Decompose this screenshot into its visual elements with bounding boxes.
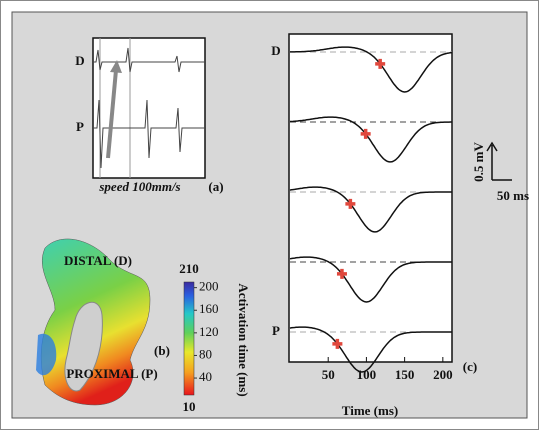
- region-label: PROXIMAL (P): [66, 366, 157, 381]
- trace: [290, 46, 453, 93]
- colorbar-label: Activation time (ms): [236, 283, 251, 396]
- trace-label: P: [272, 323, 280, 338]
- trace: [289, 186, 452, 233]
- colorbar-tick-label: 160: [199, 301, 219, 316]
- colorbar: [183, 281, 195, 396]
- heart-region: [36, 333, 57, 376]
- arrow-head: [110, 60, 122, 73]
- panel-label: (a): [208, 179, 223, 194]
- x-tick-label: 50: [322, 367, 335, 382]
- activation-marker: [345, 198, 356, 209]
- x-tick-label: 150: [395, 367, 415, 382]
- egm-trace: [93, 47, 205, 73]
- activation-marker: [336, 268, 347, 279]
- colorbar-tick-label: 40: [199, 369, 212, 384]
- caption: speed 100mm/s: [98, 179, 180, 194]
- x-tick-label: 200: [433, 367, 453, 382]
- heart-cut: [64, 302, 103, 392]
- trace-label: D: [271, 43, 280, 58]
- panel-c-frame: [288, 33, 453, 363]
- scale-label: 0.5 mV: [471, 142, 486, 182]
- colorbar-tick-label: 120: [199, 324, 219, 339]
- colorbar-tick-label: 80: [199, 346, 212, 361]
- trace-label: P: [76, 119, 84, 134]
- panel-label: (b): [154, 343, 170, 358]
- egm-trace: [93, 99, 205, 169]
- colorbar-min: 10: [183, 399, 196, 414]
- activation-marker: [332, 338, 343, 349]
- trace: [290, 116, 452, 163]
- trace-label: D: [75, 53, 84, 68]
- x-tick-label: 100: [357, 367, 377, 382]
- region-label: DISTAL (D): [64, 253, 132, 268]
- scale-bar: [486, 141, 512, 181]
- x-axis-label: Time (ms): [342, 403, 398, 418]
- activation-marker: [360, 128, 371, 139]
- activation-marker: [375, 58, 386, 69]
- colorbar-tick-label: 200: [199, 279, 219, 294]
- trace: [289, 256, 452, 303]
- arrow: [106, 69, 118, 159]
- colorbar-max: 210: [179, 261, 199, 276]
- scale-label: 50 ms: [497, 188, 529, 203]
- trace: [289, 326, 452, 373]
- panel-label: (c): [463, 359, 477, 374]
